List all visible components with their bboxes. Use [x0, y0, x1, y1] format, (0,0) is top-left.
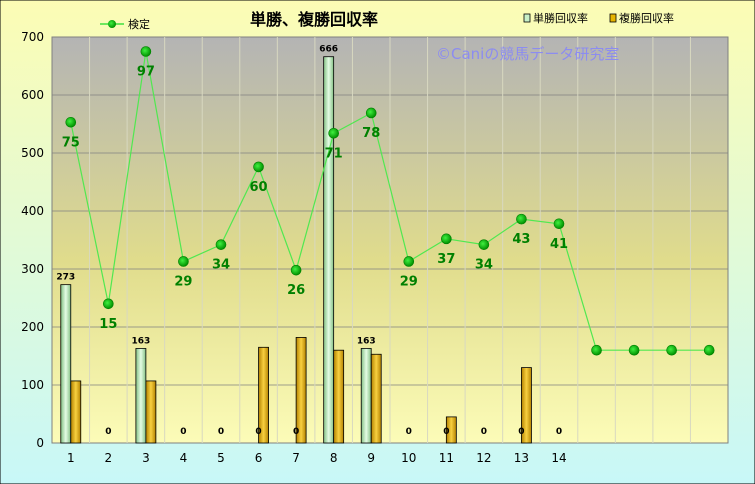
x-tick-label: 10 — [401, 451, 416, 465]
point-value-label: 97 — [137, 65, 155, 80]
bars-layer — [60, 56, 532, 444]
line-point — [178, 256, 189, 267]
line-point — [215, 239, 227, 250]
point-value-label: 29 — [174, 274, 192, 289]
legend-line-label: 検定 — [128, 17, 150, 31]
line-point — [290, 264, 302, 276]
point-value-label: 26 — [287, 283, 305, 298]
x-tick-label: 7 — [292, 451, 300, 465]
x-tick-label: 2 — [105, 451, 113, 465]
line-point — [703, 344, 715, 356]
bar-value-label: 0 — [556, 427, 562, 437]
tansho-bar — [323, 56, 335, 444]
bar-value-label: 0 — [406, 427, 412, 437]
x-tick-label: 12 — [476, 451, 491, 465]
bar-value-label: 0 — [293, 427, 299, 437]
bar-value-label: 666 — [319, 45, 338, 55]
legend-bar2: 複勝回収率 — [609, 11, 674, 25]
line-point — [628, 344, 640, 356]
labels-layer: 273 0 163 0 0 0 0 666 163 0 0 0 0 0 75 15 97 29 34 60 26 71 78… — [56, 45, 568, 437]
point-value-label: 75 — [62, 135, 80, 150]
line-point — [553, 218, 565, 230]
y-tick-label: 400 — [21, 204, 44, 218]
tansho-bar — [60, 284, 72, 444]
point-value-label: 78 — [362, 126, 380, 141]
line-point — [478, 239, 490, 250]
line-point — [365, 107, 377, 119]
line-point — [591, 344, 602, 356]
tansho-bar — [135, 348, 147, 444]
bar-value-label: 163 — [357, 336, 376, 346]
y-tick-label: 500 — [21, 146, 44, 160]
point-value-label: 41 — [550, 237, 568, 252]
point-value-label: 60 — [250, 180, 268, 195]
fukusho-bar — [445, 416, 457, 444]
fukusho-bar — [145, 380, 157, 444]
y-tick-label: 100 — [21, 378, 44, 392]
bar-value-label: 0 — [218, 427, 224, 437]
line-point — [103, 298, 114, 310]
bar-value-label: 0 — [255, 427, 261, 437]
legend-bar1-swatch — [523, 13, 531, 23]
line-point — [516, 213, 527, 225]
line-point — [328, 127, 339, 139]
point-value-label: 34 — [475, 258, 493, 273]
bar-value-label: 0 — [518, 427, 524, 437]
legend-bar1-label: 単勝回収率 — [533, 11, 588, 25]
point-value-label: 34 — [212, 258, 230, 273]
line-point — [441, 233, 452, 245]
chart-title: 単勝、複勝回収率 — [250, 10, 378, 29]
line-point — [403, 256, 415, 267]
fukusho-bar — [295, 337, 307, 444]
bar-value-label: 0 — [180, 427, 186, 437]
fukusho-bar — [333, 349, 345, 444]
legend-line-series: 検定 — [100, 17, 150, 31]
legend-line-marker-icon — [108, 20, 116, 28]
fukusho-bar — [70, 380, 82, 444]
y-tick-label: 200 — [21, 320, 44, 334]
line-point — [666, 344, 677, 356]
line-point — [65, 116, 77, 128]
fukusho-bar — [521, 367, 532, 444]
legend-bar1: 単勝回収率 — [523, 11, 588, 25]
point-value-label: 37 — [437, 252, 455, 267]
x-tick-label: 5 — [217, 451, 225, 465]
bar-value-label: 0 — [443, 427, 449, 437]
bar-value-label: 0 — [481, 427, 487, 437]
x-tick-label: 13 — [514, 451, 529, 465]
y-tick-label: 700 — [21, 30, 44, 44]
point-value-label: 15 — [99, 317, 117, 332]
y-tick-label: 0 — [36, 436, 44, 450]
x-tick-label: 14 — [551, 451, 566, 465]
fukusho-bar — [258, 346, 269, 444]
point-value-label: 71 — [325, 146, 343, 161]
x-tick-label: 3 — [142, 451, 150, 465]
tansho-bar — [360, 348, 372, 444]
watermark-text: ©Caniの競馬データ研究室 — [436, 45, 619, 63]
x-tick-label: 9 — [367, 451, 375, 465]
bar-value-label: 0 — [105, 427, 111, 437]
line-point — [253, 161, 264, 173]
fukusho-bar — [370, 353, 382, 444]
point-value-label: 29 — [400, 274, 418, 289]
bar-value-label: 163 — [131, 336, 150, 346]
grid-layer — [52, 37, 728, 443]
bar-value-label: 273 — [56, 273, 75, 283]
line-series-path — [70, 51, 710, 351]
line-point — [140, 46, 152, 57]
legend-bar2-label: 複勝回収率 — [619, 11, 674, 25]
x-tick-label: 1 — [67, 451, 75, 465]
x-tick-label: 8 — [330, 451, 338, 465]
point-value-label: 43 — [512, 232, 530, 247]
legend-bar2-swatch — [609, 13, 617, 23]
x-tick-label: 11 — [439, 451, 454, 465]
line-layer — [65, 46, 715, 356]
x-tick-label: 6 — [255, 451, 263, 465]
y-tick-label: 600 — [21, 88, 44, 102]
y-tick-label: 300 — [21, 262, 44, 276]
x-tick-label: 4 — [180, 451, 188, 465]
